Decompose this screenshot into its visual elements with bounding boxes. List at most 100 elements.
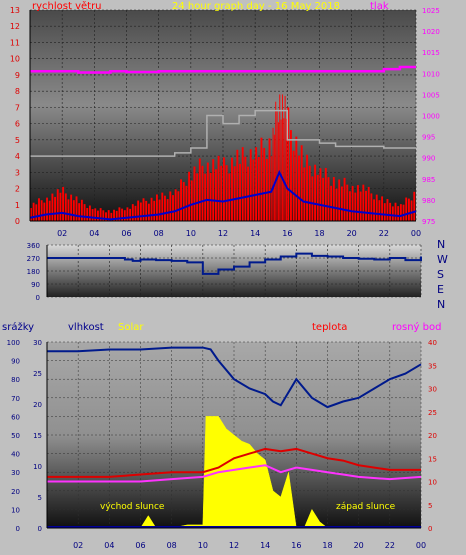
wind-gust-bar (118, 207, 121, 221)
wind-gust-bar (405, 197, 408, 221)
top-y-left-tick-label: 10 (10, 55, 20, 64)
wind-gust-bar (145, 200, 148, 221)
wind-gust-bars (30, 94, 416, 221)
wind-gust-bar (43, 202, 46, 221)
wind-gust-bar (166, 199, 169, 221)
wind-gust-bar (201, 165, 204, 221)
bottom-y-right-tick-label: 40 (428, 339, 437, 347)
bottom-x-tick-label: 10 (198, 541, 208, 550)
compass-letter: E (437, 283, 444, 296)
wind-gust-bar (306, 154, 308, 221)
wind-gust-bar (263, 147, 266, 221)
top-y-right-tick-label: 985 (422, 176, 435, 184)
wind-gust-bar (257, 157, 260, 221)
wind-gust-bar (158, 199, 161, 221)
wind-gust-bar (174, 189, 177, 221)
wind-gust-bar (287, 107, 290, 221)
top-y-left-tick-label: 9 (15, 71, 20, 80)
wind-gust-bar (249, 149, 252, 221)
top-y-left-tick-label: 6 (15, 120, 20, 129)
wind-gust-bar (298, 155, 300, 221)
wind-gust-bar (338, 179, 341, 221)
top-y-left-tick-label: 5 (15, 136, 20, 145)
bottom-y-left-tick-label: 20 (11, 488, 20, 496)
bottom-x-tick-label: 02 (73, 541, 83, 550)
wind-gust-bar (78, 203, 81, 221)
bottom-y-inner-tick-label: 10 (33, 463, 42, 471)
humidity-line (47, 346, 422, 409)
wind-gust-bar (91, 209, 94, 221)
wind-gust-bar (40, 200, 43, 221)
wind-gust-bar (276, 110, 278, 221)
wind-gust-bar (180, 179, 182, 221)
wind-gust-bar (397, 206, 400, 221)
bottom-x-tick-label: 14 (260, 541, 270, 550)
wind-gust-bar (233, 166, 236, 221)
top-x-tick-label: 02 (57, 229, 67, 238)
bottom-x-tick-label: 22 (385, 541, 395, 550)
wind-gust-bar (161, 192, 164, 221)
wind-gust-bar (357, 185, 359, 221)
top-y-left-tick-label: 1 (15, 201, 20, 210)
wind-gust-bar (54, 196, 57, 221)
wind-gust-bar (99, 208, 102, 221)
dew-point-label: rosný bod (392, 322, 442, 333)
bottom-y-right-tick-label: 15 (428, 455, 437, 463)
wind-gust-bar (340, 186, 343, 221)
bottom-x-tick-label: 06 (135, 541, 145, 550)
wind-gust-bar (206, 162, 209, 221)
top-y-right-tick-label: 975 (422, 218, 435, 226)
bottom-y-left-tick-label: 50 (11, 432, 20, 440)
top-y-left-tick-label: 12 (10, 22, 20, 31)
top-y-left-tick-label: 2 (15, 185, 20, 194)
wind-gust-bar (185, 185, 188, 221)
wind-gust-bar (410, 200, 413, 221)
wind-gust-bar (386, 199, 389, 221)
wind-gust-bar (260, 137, 263, 221)
bottom-y-left-tick-label: 30 (11, 469, 20, 477)
wind-gust-bar (378, 200, 381, 221)
wind-gust-bar (97, 210, 99, 221)
wind-gust-bar (394, 202, 397, 221)
bottom-y-left-tick-label: 80 (11, 376, 20, 384)
wind-gust-bar (32, 202, 35, 221)
wind-gust-bar (284, 96, 286, 221)
wind-gust-bar (153, 200, 156, 221)
direction-series (47, 252, 422, 275)
temperature-label: teplota (312, 322, 348, 333)
bottom-y-left-tick-label: 40 (11, 451, 20, 459)
top-y-left-tick-label: 13 (10, 6, 20, 15)
wind-gust-bar (59, 192, 62, 221)
bottom-y-inner-tick-label: 0 (38, 525, 42, 533)
wind-gust-bar (391, 206, 394, 221)
bottom-y-left-tick-label: 60 (11, 413, 20, 421)
wind-gust-bar (196, 173, 199, 221)
wind-gust-bar (126, 207, 129, 221)
wind-gust-bar (272, 127, 274, 221)
bottom-x-tick-label: 04 (104, 541, 114, 550)
wind-gust-bar (155, 194, 158, 221)
top-y-right-tick-label: 1005 (422, 91, 440, 99)
direction-y-tick-label: 180 (27, 268, 40, 276)
wind-gust-bar (280, 119, 282, 221)
wind-gust-bar (107, 210, 110, 221)
wind-gust-bar (389, 202, 392, 221)
wind-speed-label: rychlost větru (32, 1, 102, 12)
direction-axes: 0 90 180 270 360 (27, 242, 48, 302)
wind-gust-bar (324, 167, 327, 221)
wind-gust-bar (319, 168, 322, 221)
wind-max-line (30, 109, 416, 157)
bottom-y-right-tick-label: 30 (428, 386, 437, 394)
wind-direction-line (47, 252, 422, 275)
top-y-right-tick-label: 1025 (422, 7, 440, 15)
wind-gust-bar (365, 190, 367, 221)
wind-gust-bar (399, 204, 402, 221)
top-x-tick-label: 18 (314, 229, 324, 238)
top-y-right-tick-label: 1020 (422, 28, 440, 36)
direction-y-tick-label: 270 (27, 255, 40, 263)
wind-gust-bar (362, 184, 365, 221)
wind-gust-bar (354, 192, 357, 221)
pressure-line (30, 65, 416, 74)
top-y-left-tick-label: 4 (15, 152, 20, 161)
